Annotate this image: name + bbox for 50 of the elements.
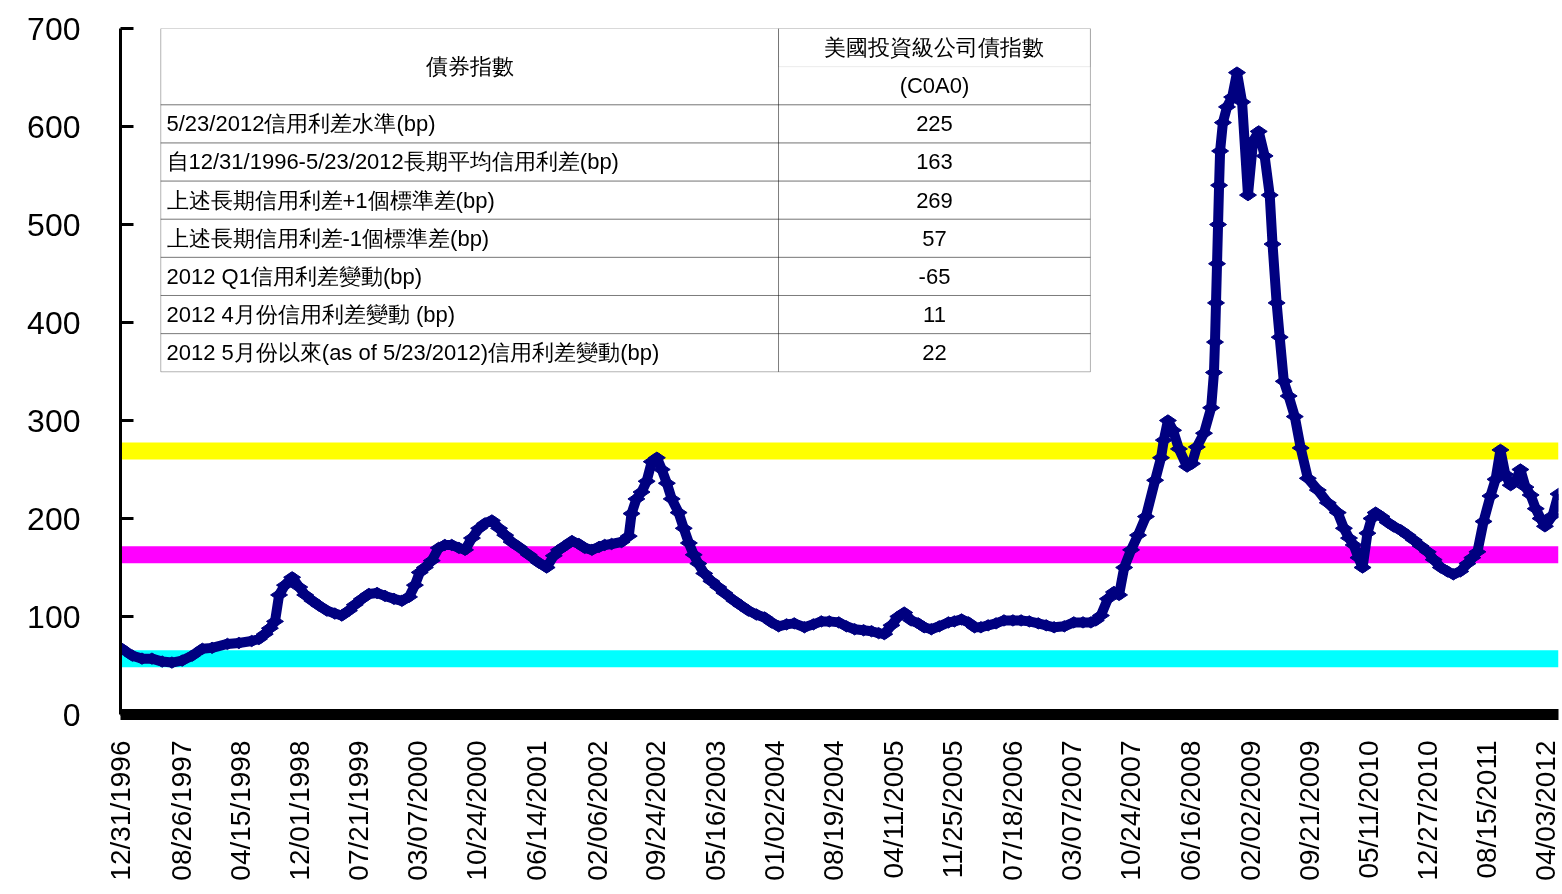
x-tick-label: 06/14/2001 xyxy=(520,740,552,881)
x-tick-label: 09/24/2002 xyxy=(640,740,672,881)
y-tick-label: 300 xyxy=(27,402,81,439)
annotation: -65 xyxy=(918,263,951,289)
x-tick-label: 10/24/2000 xyxy=(461,740,493,881)
x-tick-label: 01/02/2004 xyxy=(759,740,791,881)
x-tick-label: 09/21/2009 xyxy=(1293,740,1325,881)
annotation: 5/23/2012信用利差水準(bp) xyxy=(166,111,436,137)
annotation: 債券指數 xyxy=(425,54,514,80)
y-tick-label: 400 xyxy=(27,304,81,341)
annotation: 163 xyxy=(916,149,953,175)
y-tick-label: 600 xyxy=(27,108,81,145)
y-tick-label: 200 xyxy=(27,500,81,537)
x-tick-label: 10/24/2007 xyxy=(1115,740,1147,881)
annotation: 225 xyxy=(916,111,953,137)
x-tick-label: 12/27/2010 xyxy=(1411,740,1443,881)
x-tick-label: 06/16/2008 xyxy=(1175,740,1207,881)
x-tick-label: 08/26/1997 xyxy=(165,740,197,881)
x-tick-label: 02/02/2009 xyxy=(1234,740,1266,881)
annotation: 57 xyxy=(922,225,947,251)
annotation: 11 xyxy=(923,302,946,328)
annotation: 2012 5月份以來(as of 5/23/2012)信用利差變動(bp) xyxy=(166,340,660,366)
x-tick-label: 11/25/2005 xyxy=(936,740,968,879)
x-tick-label: 07/21/1999 xyxy=(343,740,375,881)
x-tick-label: 04/03/2012 xyxy=(1530,740,1562,881)
x-tick-label: 04/15/1998 xyxy=(225,740,257,881)
annotation: 上述長期信用利差-1個標準差(bp) xyxy=(166,225,490,251)
x-tick-label: 08/19/2004 xyxy=(818,740,850,881)
x-tick-label: 08/15/2011 xyxy=(1470,740,1502,879)
annotation: 美國投資級公司債指數 xyxy=(824,35,1045,61)
x-tick-label: 12/31/1996 xyxy=(105,740,136,881)
x-tick-label: 03/07/2000 xyxy=(402,740,434,881)
annotation: 269 xyxy=(916,187,953,213)
y-tick-label: 500 xyxy=(27,206,81,243)
x-tick-label: 12/01/1998 xyxy=(284,740,316,881)
x-tick-label: 07/18/2006 xyxy=(996,740,1028,881)
annotation: (C0A0) xyxy=(899,73,970,99)
y-tick-label: 100 xyxy=(27,598,81,635)
annotation: 自12/31/1996-5/23/2012長期平均信用利差(bp) xyxy=(166,149,619,175)
annotation: 2012 Q1信用利差變動(bp) xyxy=(166,263,423,289)
annotation: 2012 4月份信用利差變動 (bp) xyxy=(166,302,456,328)
y-tick-label: 700 xyxy=(27,10,81,47)
x-tick-label: 02/06/2002 xyxy=(581,740,613,881)
x-tick-label: 05/11/2010 xyxy=(1352,740,1384,879)
annotation: 22 xyxy=(922,340,947,366)
annotation: 上述長期信用利差+1個標準差(bp) xyxy=(166,187,495,213)
x-tick-label: 03/07/2007 xyxy=(1055,740,1087,881)
y-tick-label: 0 xyxy=(62,696,81,733)
x-tick-label: 04/11/2005 xyxy=(878,740,910,879)
x-tick-label: 05/16/2003 xyxy=(700,740,732,881)
